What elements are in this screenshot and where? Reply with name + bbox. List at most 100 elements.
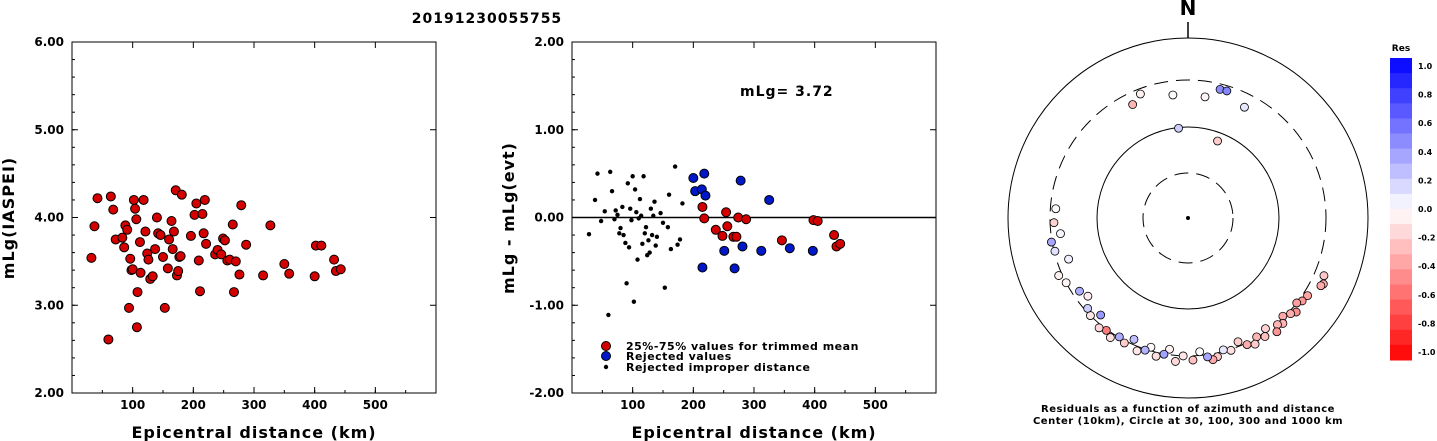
data-point-improper [626,245,632,250]
data-point [216,249,227,260]
data-point-rejected [756,245,767,256]
data-point-rejected [688,173,699,184]
colorbar-cell [1390,269,1412,285]
data-point-rejected [699,168,710,179]
data-point-improper [634,210,639,215]
data-point-improper [631,299,637,304]
data-point [234,269,245,280]
data-point-rejected [700,190,711,201]
data-point-improper [675,242,680,247]
data-point-trimmed [741,214,752,225]
polar-point [1051,204,1061,214]
polar-point [1171,357,1180,366]
data-point [122,224,133,235]
data-point-trimmed [722,221,733,232]
y-axis-label-middle: mLg - mLg(evt) [499,142,518,294]
data-point [201,238,212,249]
colorbar-cells [1390,58,1412,361]
x-tick-label-left: 300 [241,398,266,412]
data-point-trimmed [835,238,846,249]
data-point [193,255,204,266]
polar-point [1233,337,1243,347]
colorbar-title: Res [1392,44,1410,54]
y-tick-label-left: 4.00 [34,211,64,225]
colorbar-tick-label: 0.4 [1418,148,1433,157]
data-point-improper [652,199,657,204]
data-point-improper [651,213,656,218]
y-axis-label-left: mLg(IASPEI) [0,157,18,279]
data-point [166,216,177,227]
colorbar-cell [1390,344,1412,361]
colorbar-tick-label: 0.0 [1418,205,1433,214]
legend-marker-trimmed [601,341,611,351]
data-point [219,235,230,246]
polar-point [1272,327,1282,337]
polar-point [1178,351,1188,361]
polar-point [1260,332,1270,341]
data-point [108,204,119,215]
panel-polar-residuals: N Residuals as a function of azimuth and… [1007,0,1369,427]
polar-point [1319,271,1329,281]
data-point [92,193,103,204]
data-point-trimmed [710,224,721,235]
polar-point [1159,349,1169,359]
colorbar-cell [1390,133,1412,150]
colorbar-cell [1390,178,1412,195]
data-point-improper [602,209,607,214]
data-point [105,191,116,202]
data-point [143,254,154,265]
polar-point [1218,345,1228,355]
polar-point [1105,333,1115,342]
polar-point [1083,291,1093,301]
polar-point [1083,303,1093,313]
polar-point [1252,332,1262,342]
polar-point [1174,123,1183,133]
data-point [132,287,143,298]
data-point [197,208,208,219]
y-tick-label-middle: -2.00 [529,386,564,400]
polar-point [1075,286,1084,296]
polar-ring-1000km [1007,37,1369,399]
figure-title: 20191230055755 [412,11,562,27]
y-tick-label-middle: 2.00 [534,35,564,49]
data-point-improper [608,169,613,175]
data-point-improper [662,285,668,290]
polar-point [1140,345,1150,355]
polar-point [1200,92,1210,102]
polar-point [1047,237,1056,247]
axes-middle: 100 200 300 400 500 -2.00 -1.00 0.00 1.00 2.00 [529,35,936,412]
colorbar-cell [1390,73,1412,89]
data-point-rejected [735,175,746,186]
legend: 25%-75% values for trimmed mean Rejected… [601,340,858,374]
legend-marker-improper [603,364,609,370]
polar-point [1132,346,1142,356]
data-point-improper [621,232,626,238]
data-point [199,194,210,205]
colorbar-tick-label: 1.0 [1418,62,1433,71]
data-point-improper [658,210,663,216]
data-point [89,221,100,232]
data-point [162,263,173,274]
data-point [230,256,241,267]
polar-point [1261,324,1270,334]
polar-ring-100km [1096,126,1280,310]
data-point-improper [649,232,655,238]
legend-marker-rejected [601,351,611,361]
polar-caption-line2: Center (10km), Circle at 30, 100, 300 an… [1033,416,1343,427]
plot-frame-left [71,41,437,394]
x-tick-label-left: 100 [120,398,145,412]
data-point-trimmed [812,216,823,227]
data-point [138,194,149,205]
colorbar-cell [1390,239,1412,255]
data-point-trimmed [776,235,787,246]
data-point-improper [666,192,672,197]
polar-point [1250,339,1260,349]
polar-point [1049,218,1059,228]
colorbar-cell [1390,209,1412,225]
colorbar-cell [1390,103,1412,119]
data-point [195,286,206,297]
data-point-improper [624,281,629,286]
polar-point [1226,345,1236,355]
data-point [236,200,247,211]
data-point-improper [647,250,652,255]
